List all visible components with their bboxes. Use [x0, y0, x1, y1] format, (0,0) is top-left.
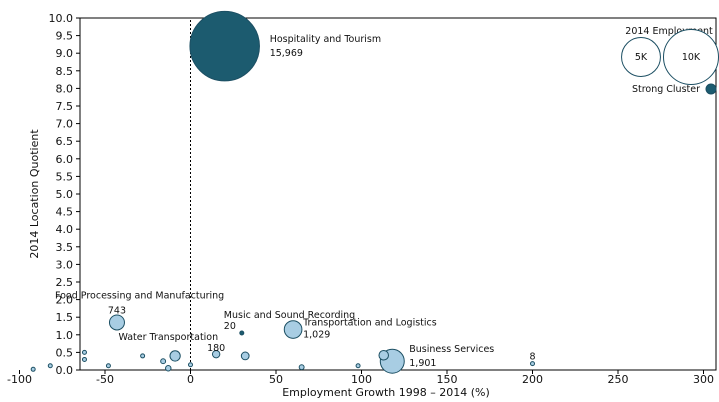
y-tick-label: 5.5 — [56, 170, 74, 183]
bubble — [165, 364, 172, 372]
bubbles — [30, 10, 535, 374]
y-tick-label: 1.0 — [56, 329, 74, 342]
data-label: Hospitality and Tourism — [270, 34, 381, 45]
y-tick-label: 8.5 — [56, 65, 74, 78]
bubble — [108, 314, 125, 331]
x-tick-label: 150 — [437, 373, 458, 386]
y-tick-label: 4.5 — [56, 206, 74, 219]
y-tick-label: 7.0 — [56, 118, 74, 131]
x-tick-label: 0 — [187, 373, 194, 386]
bubble — [160, 358, 167, 365]
bubble — [240, 351, 250, 361]
y-tick-label: 2.5 — [56, 276, 74, 289]
bubble — [355, 363, 361, 369]
y-tick-label: 5.0 — [56, 188, 74, 201]
data-label: Transportation and Logistics — [302, 318, 437, 329]
data-label: Business Services — [409, 344, 494, 355]
y-tick-label: 7.5 — [56, 100, 74, 113]
y-tick-label: 4.0 — [56, 223, 74, 236]
axis-ticks: 0.0 0.5 1.0 1.5 2.0 2.5 3.0 3.5 4.0 4.5 5.0 5.5 6.0 6… — [7, 12, 714, 386]
bubble — [105, 363, 111, 369]
data-label: 180 — [207, 343, 225, 354]
y-tick-label: 9.0 — [56, 47, 74, 60]
bubble — [189, 10, 260, 82]
data-label: Water Transportation — [118, 332, 218, 343]
y-axis-title: 2014 Location Quotient — [28, 129, 41, 259]
data-label: Music and Sound Recording — [224, 310, 355, 321]
legend: 2014 Employment 5K 10K Strong Cluster — [621, 26, 719, 95]
y-tick-label: 0.0 — [56, 364, 74, 377]
legend-color-label: Strong Cluster — [632, 84, 700, 95]
bubble — [378, 349, 389, 361]
data-label: Food Processing and Manufacturing — [55, 290, 224, 301]
data-label: 20 — [224, 321, 236, 332]
bubble — [140, 353, 146, 359]
legend-size-label: 10K — [682, 52, 701, 63]
legend-color-swatch — [705, 83, 717, 95]
y-tick-label: 3.0 — [56, 258, 74, 271]
x-tick-label: -50 — [96, 373, 114, 386]
bubble — [239, 330, 245, 336]
legend-title: 2014 Employment — [625, 26, 713, 37]
y-tick-label: 10.0 — [49, 12, 74, 25]
bubble — [283, 320, 303, 339]
x-tick-label: 250 — [608, 373, 629, 386]
x-tick-label: 100 — [351, 373, 372, 386]
y-tick-label: 6.0 — [56, 153, 74, 166]
x-tick-label: -100 — [7, 373, 32, 386]
x-tick-label: 50 — [269, 373, 283, 386]
bubble — [298, 364, 305, 371]
legend-size-circle — [621, 37, 661, 77]
bubble — [188, 362, 193, 368]
y-tick-label: 8.0 — [56, 82, 74, 95]
y-tick-label: 1.5 — [56, 311, 74, 324]
y-tick-label: 6.5 — [56, 135, 74, 148]
y-tick-label: 2.0 — [56, 294, 74, 307]
y-tick-label: 3.5 — [56, 241, 74, 254]
bubble — [47, 363, 53, 369]
bubble — [81, 356, 87, 362]
bubble — [530, 361, 535, 367]
legend-size-label: 5K — [635, 52, 648, 63]
x-tick-label: 200 — [522, 373, 543, 386]
x-tick-label: 300 — [693, 373, 714, 386]
bubble — [81, 349, 87, 355]
data-label: 15,969 — [270, 48, 303, 59]
bubble — [30, 366, 36, 372]
bubble — [169, 350, 181, 362]
x-axis-title: Employment Growth 1998 – 2014 (%) — [282, 386, 490, 399]
bubble — [211, 349, 221, 359]
data-label: 1,901 — [409, 358, 436, 369]
data-label: 1,029 — [303, 330, 330, 341]
data-label: 743 — [108, 305, 126, 316]
y-tick-label: 9.5 — [56, 30, 74, 43]
bubble-labels: Hospitality and Tourism15,969Performing … — [55, 34, 536, 369]
y-tick-label: 0.5 — [56, 346, 74, 359]
data-label: 8 — [529, 352, 535, 363]
